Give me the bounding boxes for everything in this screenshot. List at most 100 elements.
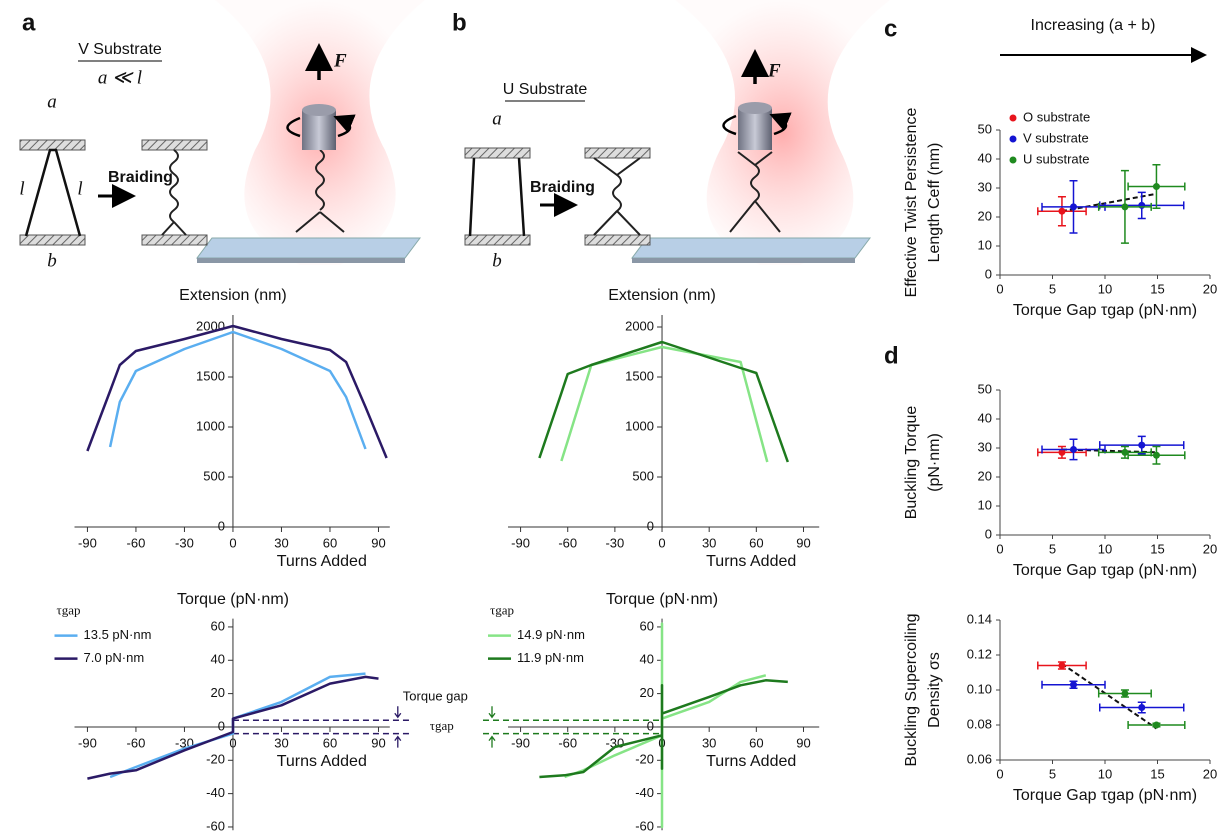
y-tick-label: 60	[640, 618, 654, 633]
x-axis-label: Turns Added	[277, 553, 367, 570]
legend-label: 11.9 pN·nm	[517, 650, 584, 665]
label-b: b	[492, 250, 502, 271]
y-tick-label: 0	[647, 718, 654, 733]
x-tick-label: 10	[1098, 541, 1112, 556]
strands	[468, 157, 526, 237]
trap-glow	[675, 0, 890, 265]
y-axis-label: Buckling Supercoiling	[903, 614, 920, 767]
point	[1121, 690, 1129, 697]
action: Braiding	[530, 179, 595, 196]
trend-header: Increasing (a + b)	[1031, 17, 1156, 34]
y-tick-label: 40	[978, 150, 992, 165]
trend-line	[1061, 662, 1158, 730]
y-tick-label: 1500	[625, 368, 654, 383]
x-tick-label: 30	[274, 535, 288, 550]
force-label: F	[333, 50, 347, 71]
y-tick-label: 500	[203, 468, 225, 483]
y-tick-label: 40	[640, 652, 654, 667]
annotation: Torque gap	[403, 689, 468, 704]
y-tick-label: 500	[632, 468, 654, 483]
x-tick-label: -90	[78, 535, 97, 550]
trend-line	[1061, 192, 1157, 213]
point	[1121, 448, 1129, 456]
x-tick-label: 60	[749, 535, 763, 550]
point	[1152, 721, 1160, 729]
action: Braiding	[108, 169, 173, 186]
rotation-arrow	[286, 118, 351, 138]
substrate-title: U Substrate	[503, 81, 588, 98]
legend-title: τgap	[57, 603, 81, 618]
point	[1058, 662, 1066, 669]
y-axis-label: Buckling Torque	[903, 406, 920, 520]
legend-marker	[1009, 156, 1017, 164]
label-b: b	[47, 250, 57, 271]
legend-label: 7.0 pN·nm	[84, 650, 145, 665]
panel-label: d	[884, 342, 899, 369]
panel-label: a	[22, 9, 36, 36]
series-line	[560, 345, 769, 463]
x-tick-label: 90	[796, 535, 810, 550]
y-tick-label: 1000	[196, 418, 225, 433]
legend-label: V substrate	[1023, 130, 1089, 145]
y-tick-label: 30	[978, 439, 992, 454]
y-tick-label: 0.06	[967, 751, 992, 766]
label-a: a	[492, 108, 502, 129]
y-tick-label: 20	[640, 685, 654, 700]
x-tick-label: 0	[996, 541, 1003, 556]
x-tick-label: 0	[996, 281, 1003, 296]
chart-title: Torque (pN·nm)	[177, 591, 289, 608]
bottom-surface	[19, 234, 86, 246]
y-tick-label: 60	[210, 618, 224, 633]
cylinder-top	[302, 104, 336, 116]
legend-marker	[1009, 135, 1017, 143]
y-tick-label: -40	[206, 785, 225, 800]
y-tick-label: 10	[978, 497, 992, 512]
x-tick-label: -60	[127, 535, 146, 550]
panel-label: b	[452, 9, 467, 36]
x-tick-label: 15	[1150, 541, 1164, 556]
y-tick-label: 30	[978, 179, 992, 194]
y-axis-label: Density σs	[926, 652, 943, 728]
cylinder-top	[738, 102, 772, 114]
y-tick-label: 0	[985, 526, 992, 541]
y-axis-label: Length Ceff (nm)	[926, 143, 943, 263]
series-line	[564, 622, 767, 829]
braid	[295, 149, 345, 233]
y-tick-label: 0.12	[967, 646, 992, 661]
x-axis-label: Turns Added	[277, 753, 367, 770]
point	[1152, 183, 1160, 191]
x-tick-label: 0	[996, 766, 1003, 781]
x-tick-label: -30	[175, 535, 194, 550]
x-tick-label: -60	[127, 735, 146, 750]
x-axis-label: Torque Gap τgap (pN·nm)	[1013, 787, 1197, 804]
series-line	[87, 675, 379, 780]
braid	[729, 151, 781, 233]
chart-title: Extension (nm)	[179, 287, 287, 304]
panel-label: c	[884, 15, 897, 42]
x-tick-label: 0	[658, 535, 665, 550]
gap-arrow	[488, 706, 496, 719]
y-tick-label: 0	[647, 518, 654, 533]
rotation-arrow	[722, 116, 787, 136]
condition: a ≪ l	[98, 67, 142, 88]
x-tick-label: 5	[1049, 541, 1056, 556]
x-tick-label: 90	[796, 735, 810, 750]
x-tick-label: 20	[1203, 541, 1217, 556]
x-tick-label: 5	[1049, 766, 1056, 781]
x-tick-label: 90	[371, 735, 385, 750]
x-tick-label: 30	[702, 535, 716, 550]
x-axis-label: Torque Gap τgap (pN·nm)	[1013, 302, 1197, 319]
top-surface	[584, 147, 651, 159]
y-tick-label: 50	[978, 381, 992, 396]
legend-marker	[1009, 114, 1017, 122]
y-tick-label: 0	[218, 518, 225, 533]
y-axis-label: (pN·nm)	[926, 433, 943, 492]
y-tick-label: -40	[635, 785, 654, 800]
y-tick-label: 0.10	[967, 681, 992, 696]
surface-edge	[632, 258, 855, 263]
y-tick-label: 1500	[196, 368, 225, 383]
substrate-title: V Substrate	[78, 41, 162, 58]
y-tick-label: 2000	[625, 318, 654, 333]
x-axis-label: Torque Gap τgap (pN·nm)	[1013, 562, 1197, 579]
